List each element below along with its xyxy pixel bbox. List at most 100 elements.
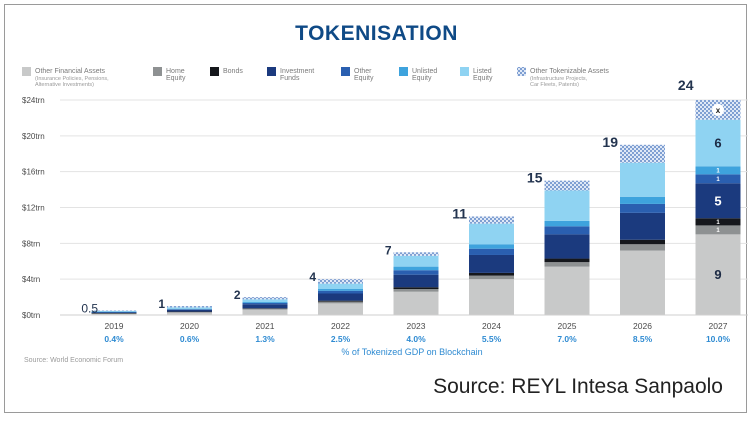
legend-swatch — [267, 67, 276, 76]
legend-swatch — [341, 67, 350, 76]
x-tick-sublabel: 7.0% — [557, 334, 577, 344]
total-label: 24 — [678, 77, 694, 93]
bar-segment — [167, 309, 212, 310]
chart-title: TOKENISATION — [295, 22, 458, 45]
legend-label: Listed Equity — [473, 68, 493, 82]
bar-segment — [242, 308, 288, 310]
bar-segment — [91, 311, 137, 313]
legend-label: Other Financial Assets — [35, 68, 106, 75]
x-tick-sublabel: 10.0% — [706, 334, 731, 344]
source-note: Source: World Economic Forum — [24, 357, 124, 364]
bar-segment — [620, 212, 665, 240]
bar-segment — [469, 248, 514, 255]
legend-label: Other Tokenizable Assets — [530, 68, 609, 75]
bar-segment — [695, 218, 741, 226]
bar-segment — [695, 174, 741, 184]
bar-segment — [167, 311, 212, 313]
bar-segment — [695, 166, 741, 175]
y-tick-label: $24trn — [22, 96, 45, 105]
bar-segment — [318, 301, 363, 304]
segment-label: 1 — [716, 168, 720, 174]
legend-label: Bonds — [223, 68, 243, 75]
bar-segment — [393, 252, 439, 256]
segment-label: 6 — [714, 136, 721, 151]
bar-segment — [620, 196, 665, 204]
legend-swatch — [399, 67, 408, 76]
bar-segment — [469, 244, 514, 249]
y-tick-label: $16trn — [22, 168, 45, 177]
bar-segment — [242, 299, 288, 303]
bar-segment — [318, 283, 363, 290]
bar-segment — [242, 297, 288, 300]
bar-segment — [393, 287, 439, 290]
bar-segment — [167, 308, 212, 310]
bar-segment — [695, 183, 741, 219]
bar-segment — [318, 289, 363, 291]
bar-segment — [469, 275, 514, 280]
bar-segment — [544, 190, 590, 221]
x-tick-label: 2022 — [331, 321, 350, 331]
bar-segment — [318, 293, 363, 301]
bar-segment — [393, 255, 439, 267]
legend-note: (Insurance Policies, Pensions, Alternativ… — [35, 76, 109, 88]
bar-segment — [544, 180, 590, 191]
bar-segment — [469, 216, 514, 224]
bar-segment — [318, 300, 363, 302]
x-tick-label: 2026 — [633, 321, 652, 331]
total-label: 15 — [527, 170, 543, 186]
segment-label-badge — [712, 103, 724, 116]
source-main: Source: REYL Intesa Sanpaolo — [433, 375, 723, 398]
x-axis-label: % of Tokenized GDP on Blockchain — [341, 347, 482, 357]
total-label: 19 — [602, 134, 618, 150]
x-tick-label: 2020 — [180, 321, 199, 331]
x-tick-label: 2023 — [407, 321, 426, 331]
x-tick-label: 2024 — [482, 321, 501, 331]
bar-segment — [620, 162, 665, 197]
bar-segment — [469, 223, 514, 245]
legend-note: (Infrastructure Projects, Car Fleets, Pat… — [530, 76, 588, 88]
legend-label: Investment Funds — [280, 68, 314, 82]
total-label: 2 — [234, 288, 241, 302]
bar-segment — [620, 244, 665, 251]
bar-segment — [544, 266, 590, 315]
bar-segment — [91, 310, 137, 312]
bar-segment — [318, 303, 363, 315]
legend-swatch — [210, 67, 219, 76]
total-label: 11 — [452, 205, 467, 221]
bar-segment — [544, 262, 590, 267]
bar-segment — [167, 309, 212, 312]
bar-segment — [242, 309, 288, 315]
x-tick-sublabel: 1.3% — [255, 334, 275, 344]
total-label: 1 — [158, 297, 165, 311]
bar-segment — [393, 274, 439, 288]
legend-swatch — [22, 67, 31, 76]
bar-segment — [242, 302, 288, 303]
bar-segment — [620, 239, 665, 245]
y-tick-label: $12trn — [22, 204, 45, 213]
y-tick-label: $8trn — [22, 239, 40, 248]
x-tick-label: 2027 — [709, 321, 728, 331]
bar-segment — [544, 258, 590, 263]
x-tick-sublabel: 5.5% — [482, 334, 502, 344]
bar-segment — [620, 203, 665, 213]
x-tick-sublabel: 0.4% — [104, 334, 124, 344]
bar-segment — [167, 311, 212, 313]
bar-segment — [544, 234, 590, 259]
bar-segment — [91, 313, 137, 315]
bar-segment — [544, 220, 590, 227]
x-tick-sublabel: 8.5% — [633, 334, 653, 344]
total-label: 7 — [385, 243, 392, 257]
legend-swatch — [460, 67, 469, 76]
y-tick-label: $20trn — [22, 132, 45, 141]
bar-segment — [91, 313, 137, 314]
bar-segment — [318, 279, 363, 284]
legend-swatch — [517, 67, 526, 76]
legend-label: Other Equity — [354, 68, 374, 82]
bar-segment — [544, 226, 590, 235]
bar-segment — [695, 225, 741, 235]
x-tick-label: 2025 — [558, 321, 577, 331]
y-tick-label: $0trn — [22, 311, 40, 320]
bar-segment — [695, 234, 741, 315]
bar-segment — [620, 144, 665, 163]
